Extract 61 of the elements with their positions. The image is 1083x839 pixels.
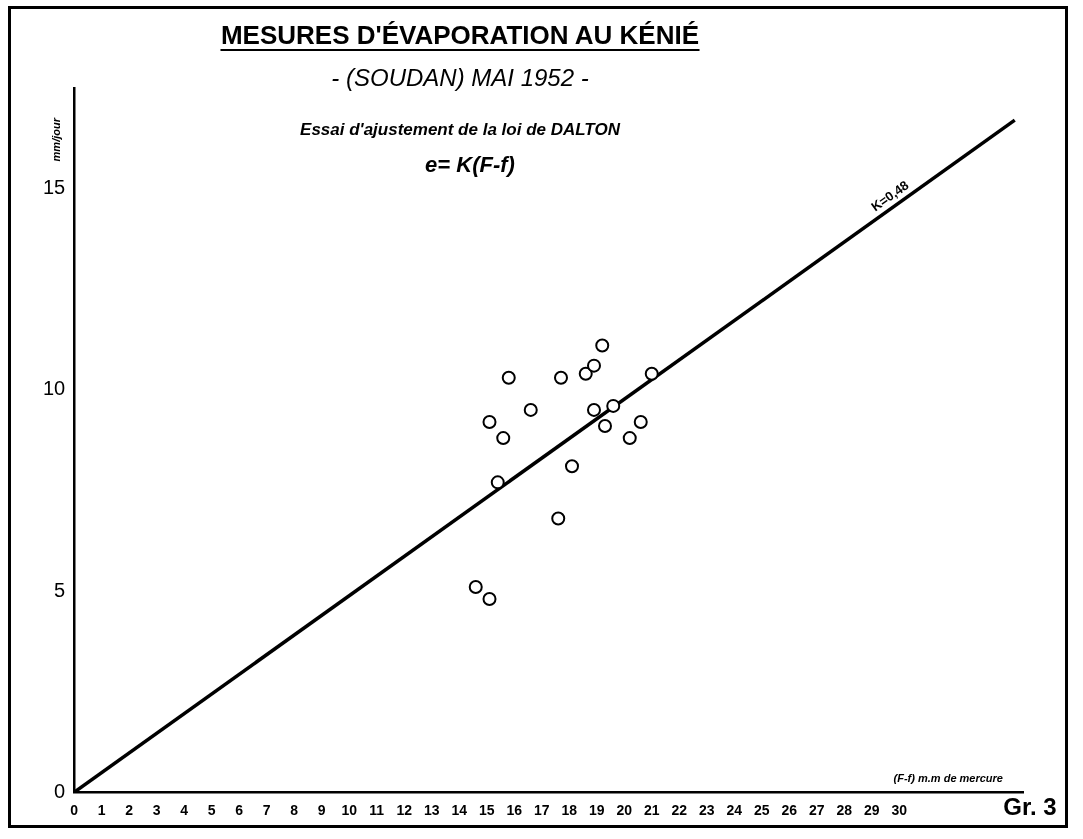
x-tick-label: 23 [698, 802, 715, 819]
point [490, 475, 505, 490]
x-tick-label: 28 [836, 802, 853, 819]
x-tick-label: 13 [423, 802, 440, 819]
x-tick-label: 15 [478, 802, 495, 819]
point [482, 592, 497, 607]
point [595, 338, 610, 353]
point [501, 370, 516, 385]
x-tick-label: 26 [781, 802, 798, 819]
x-tick-label: 20 [616, 802, 633, 819]
point [468, 579, 483, 594]
point [565, 459, 579, 474]
x-tick-label: 10 [341, 802, 358, 819]
point [598, 419, 612, 434]
y-tick-label: 10 [43, 377, 66, 400]
chart-title: MESURES D'ÉVAPORATION AU KÉNIÉ [220, 20, 700, 50]
point [587, 358, 601, 373]
point [523, 402, 538, 417]
x-tick-label: 22 [671, 802, 688, 819]
x-tick-label: 6 [235, 802, 244, 819]
x-tick-label: 17 [533, 802, 550, 819]
x-tick-label: 16 [506, 802, 523, 819]
chart-subtitle: - (SOUDAN) MAI 1952 - [331, 64, 589, 91]
point [578, 366, 593, 381]
point [554, 370, 568, 385]
x-tick-label: 5 [207, 802, 216, 819]
point [587, 402, 601, 417]
x-tick-label: 11 [369, 802, 385, 819]
y-tick-label: 0 [54, 779, 66, 802]
point [496, 431, 511, 446]
annotation: e= K(F-f) [425, 152, 515, 177]
y-tick-label: 15 [43, 176, 66, 199]
point [622, 431, 637, 446]
y-tick-label: 5 [54, 578, 66, 601]
point [606, 398, 621, 413]
annotation: Gr. 3 [1003, 793, 1057, 820]
x-tick-label: 2 [125, 802, 134, 819]
x-tick-label: 0 [70, 802, 79, 819]
x-tick-label: 12 [396, 802, 413, 819]
x-tick-label: 14 [451, 802, 468, 819]
x-tick-label: 24 [726, 802, 743, 819]
x-tick-label: 3 [152, 802, 161, 819]
x-tick-label: 7 [262, 802, 271, 819]
x-tick-label: 9 [317, 802, 326, 819]
x-tick-label: 21 [643, 802, 660, 819]
x-tick-label: 19 [588, 802, 605, 819]
annotation: Essai d'ajustement de la loi de DALTON [300, 120, 621, 139]
x-tick-label: 30 [891, 802, 908, 819]
x-tick-label: 25 [753, 802, 770, 819]
point [644, 366, 659, 381]
x-tick-label: 27 [808, 802, 825, 819]
x-tick-label: 4 [180, 802, 189, 819]
x-axis-title: (F-f) m.m de mercure [893, 772, 1003, 785]
x-tick-label: 18 [561, 802, 578, 819]
point [633, 414, 648, 429]
point [551, 511, 566, 526]
y-axis-title: mm/jour [50, 117, 63, 162]
x-tick-label: 29 [863, 802, 880, 819]
x-tick-label: 1 [97, 802, 106, 819]
x-tick-label: 8 [290, 802, 299, 819]
point [482, 414, 497, 429]
